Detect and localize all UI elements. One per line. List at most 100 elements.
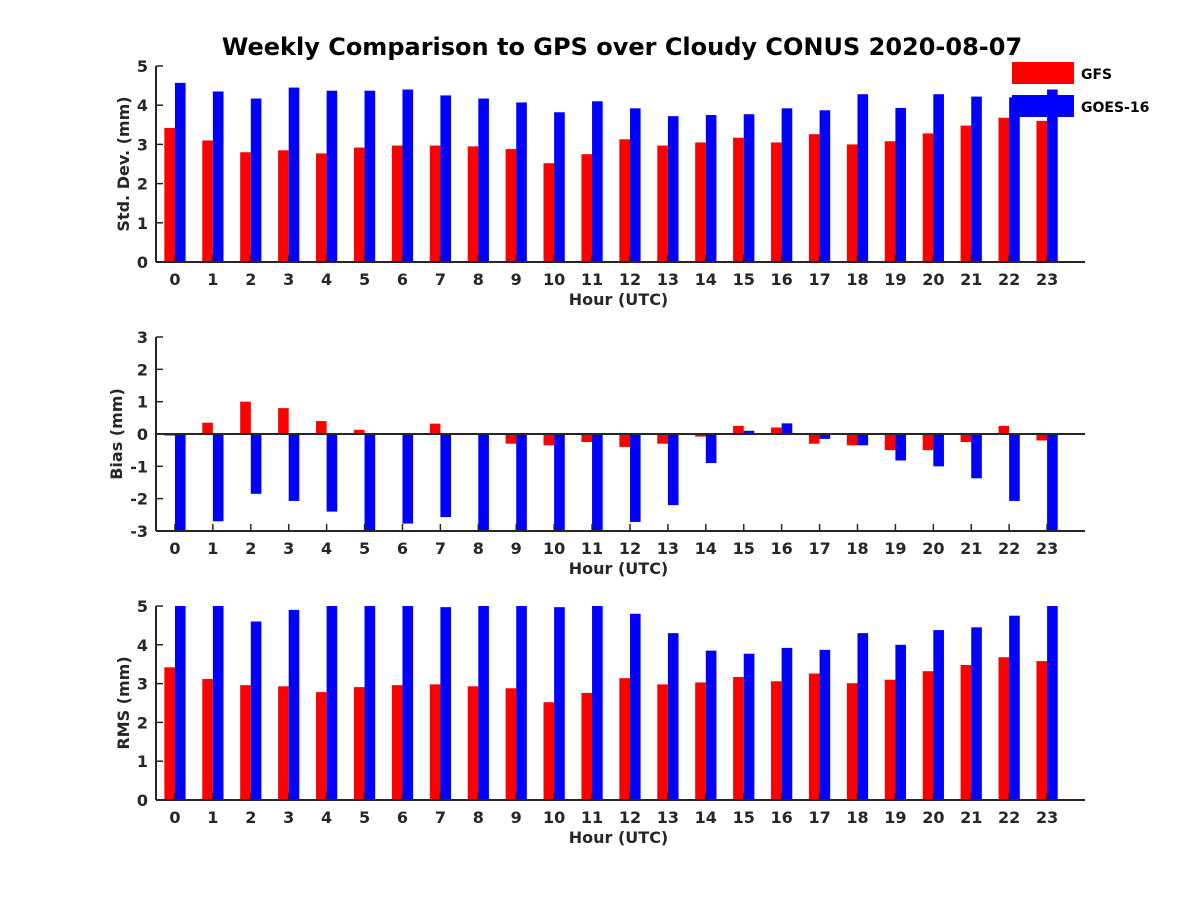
bar-gfs-21 bbox=[960, 434, 972, 443]
x-tick-label: 14 bbox=[695, 808, 717, 827]
x-tick-label: 1 bbox=[207, 539, 218, 558]
y-tick-label: 1 bbox=[137, 214, 148, 233]
bar-goes16-20 bbox=[933, 94, 944, 262]
x-tick-label: 15 bbox=[733, 539, 755, 558]
bar-goes16-22 bbox=[1009, 97, 1020, 262]
legend-swatch-gfs bbox=[1012, 62, 1074, 84]
bar-goes16-13 bbox=[667, 434, 679, 506]
bar-gfs-12 bbox=[619, 678, 630, 800]
x-tick-label: 20 bbox=[922, 270, 944, 289]
bar-goes16-15 bbox=[743, 653, 755, 800]
x-tick-label: 1 bbox=[207, 808, 218, 827]
bar-gfs-3 bbox=[278, 686, 289, 800]
x-tick-label: 19 bbox=[884, 539, 906, 558]
y-tick-label: 2 bbox=[137, 175, 148, 194]
bar-gfs-0 bbox=[164, 127, 175, 262]
bar-gfs-15 bbox=[733, 137, 744, 262]
bar-goes16-6 bbox=[402, 434, 414, 524]
y-tick-label: -1 bbox=[130, 457, 148, 476]
x-tick-label: 4 bbox=[321, 270, 332, 289]
bar-gfs-10 bbox=[543, 163, 555, 262]
bar-goes16-19 bbox=[895, 434, 907, 461]
y-tick-label: 2 bbox=[137, 713, 148, 732]
x-tick-label: 4 bbox=[321, 808, 332, 827]
y-tick-label: 3 bbox=[137, 675, 148, 694]
x-tick-label: 11 bbox=[581, 270, 603, 289]
x-tick-label: 19 bbox=[884, 808, 906, 827]
bar-gfs-4 bbox=[316, 692, 327, 800]
y-tick-label: 4 bbox=[137, 96, 148, 115]
x-tick-label: 5 bbox=[359, 270, 370, 289]
y-tick-label: 0 bbox=[137, 253, 148, 272]
x-tick-label: 10 bbox=[543, 270, 565, 289]
x-tick-label: 23 bbox=[1036, 539, 1058, 558]
bar-goes16-8 bbox=[478, 606, 489, 800]
bar-gfs-21 bbox=[960, 125, 972, 262]
legend-label-gfs: GFS bbox=[1081, 67, 1112, 83]
bar-goes16-6 bbox=[402, 89, 414, 263]
x-tick-label: 12 bbox=[619, 808, 641, 827]
bar-goes16-1 bbox=[212, 434, 224, 522]
bar-goes16-19 bbox=[895, 107, 907, 262]
x-tick-label: 9 bbox=[511, 270, 522, 289]
bar-gfs-11 bbox=[581, 154, 593, 262]
x-tick-label: 0 bbox=[169, 808, 180, 827]
x-tick-label: 16 bbox=[771, 539, 793, 558]
bar-goes16-16 bbox=[781, 108, 793, 262]
x-tick-label: 23 bbox=[1036, 270, 1058, 289]
bar-gfs-10 bbox=[543, 434, 555, 446]
bar-gfs-0 bbox=[164, 667, 175, 800]
x-tick-label: 20 bbox=[922, 539, 944, 558]
bar-goes16-18 bbox=[857, 633, 869, 800]
bar-goes16-11 bbox=[592, 606, 603, 800]
bar-goes16-23 bbox=[1047, 89, 1058, 263]
bar-gfs-7 bbox=[429, 684, 441, 800]
x-tick-label: 2 bbox=[245, 808, 256, 827]
y-tick-label: 4 bbox=[137, 636, 148, 655]
bar-gfs-3 bbox=[278, 150, 289, 262]
y-tick-label: 5 bbox=[137, 57, 148, 76]
bar-gfs-1 bbox=[202, 140, 213, 262]
bar-goes16-9 bbox=[516, 434, 527, 531]
bar-goes16-17 bbox=[819, 649, 831, 800]
x-tick-label: 22 bbox=[998, 808, 1020, 827]
bar-goes16-5 bbox=[364, 606, 376, 800]
bar-goes16-3 bbox=[288, 434, 300, 501]
x-tick-label: 11 bbox=[581, 539, 603, 558]
bar-goes16-7 bbox=[440, 95, 452, 263]
bar-goes16-2 bbox=[250, 621, 262, 800]
x-tick-label: 2 bbox=[245, 270, 256, 289]
bar-goes16-4 bbox=[326, 90, 338, 262]
y-axis-label: Std. Dev. (mm) bbox=[114, 96, 133, 231]
bar-gfs-6 bbox=[391, 145, 403, 262]
y-tick-label: 2 bbox=[137, 360, 148, 379]
bar-gfs-3 bbox=[278, 408, 289, 434]
bar-gfs-10 bbox=[543, 702, 555, 800]
bar-gfs-1 bbox=[202, 678, 213, 800]
bar-gfs-21 bbox=[960, 664, 972, 800]
bar-gfs-2 bbox=[240, 401, 251, 434]
bar-goes16-17 bbox=[819, 110, 831, 262]
bar-goes16-10 bbox=[554, 112, 565, 262]
bar-gfs-17 bbox=[808, 673, 820, 800]
bar-gfs-2 bbox=[240, 685, 251, 800]
x-tick-label: 11 bbox=[581, 808, 603, 827]
bar-goes16-8 bbox=[478, 98, 489, 262]
x-tick-label: 22 bbox=[998, 270, 1020, 289]
bar-gfs-9 bbox=[505, 149, 517, 262]
x-tick-label: 23 bbox=[1036, 808, 1058, 827]
x-tick-label: 1 bbox=[207, 270, 218, 289]
bar-gfs-5 bbox=[353, 429, 365, 434]
bar-goes16-18 bbox=[857, 434, 869, 446]
bar-gfs-1 bbox=[202, 422, 213, 434]
bar-goes16-12 bbox=[629, 108, 641, 262]
bar-gfs-7 bbox=[429, 423, 441, 434]
x-tick-label: 18 bbox=[846, 808, 868, 827]
bar-goes16-10 bbox=[554, 434, 565, 531]
x-tick-label: 18 bbox=[846, 539, 868, 558]
bar-gfs-16 bbox=[771, 142, 782, 262]
